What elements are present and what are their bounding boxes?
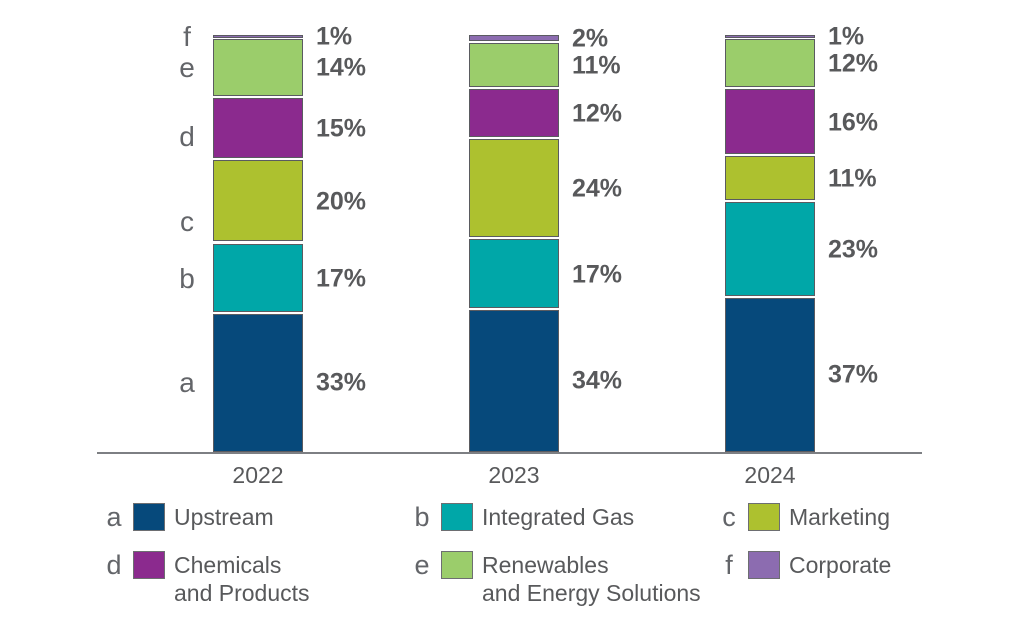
legend-item-c: c Marketing	[718, 503, 890, 531]
legend-label-c: Marketing	[789, 504, 890, 530]
series-letter-d: d	[179, 120, 195, 152]
x-tick-2024: 2024	[744, 462, 796, 488]
segment-2022-a	[213, 314, 303, 452]
legend-swatch-d	[133, 551, 165, 579]
value-label-2022-d: 15%	[316, 114, 367, 143]
legend-letter-f: f	[725, 550, 733, 580]
legend-swatch-c	[748, 503, 780, 531]
legend-label-a: Upstream	[174, 504, 274, 530]
series-letter-e: e	[179, 52, 195, 84]
segment-2022-c	[213, 160, 303, 242]
legend-label-e: Renewables and Energy Solutions	[482, 552, 701, 606]
value-label-2023-f: 2%	[572, 24, 609, 53]
segment-2022-e	[213, 39, 303, 96]
legend-label-f: Corporate	[789, 552, 892, 578]
legend-item-b: b Integrated Gas	[411, 503, 634, 531]
legend-label-b: Integrated Gas	[482, 504, 635, 530]
value-label-2024-b: 23%	[828, 235, 879, 264]
value-label-2022-c: 20%	[316, 187, 367, 216]
legend-letter-b: b	[414, 502, 430, 532]
legend-item-e: e Renewables and Energy Solutions	[411, 551, 701, 607]
series-letter-f: f	[183, 21, 191, 53]
value-label-2022-e: 14%	[316, 53, 367, 82]
legend-swatch-e	[441, 551, 473, 579]
legend-swatch-b	[441, 503, 473, 531]
legend-item-a: a Upstream	[103, 503, 274, 531]
x-tick-2023: 2023	[488, 462, 540, 488]
value-label-2024-f: 1%	[828, 22, 865, 51]
segment-2023-b	[469, 239, 559, 309]
series-letter-c: c	[180, 205, 194, 237]
legend-letter-c: c	[722, 502, 736, 532]
segment-2023-d	[469, 89, 559, 138]
segment-2024-b	[725, 201, 815, 296]
segment-2024-a	[725, 297, 815, 452]
segment-2023-f	[469, 35, 559, 42]
legend-label-d: Chemicals and Products	[174, 552, 310, 606]
series-letter-a: a	[179, 367, 195, 399]
value-label-2024-c: 11%	[828, 164, 877, 193]
value-label-2023-e: 11%	[572, 51, 621, 80]
value-label-2023-d: 12%	[572, 99, 623, 128]
value-label-2023-b: 17%	[572, 260, 623, 289]
x-tick-2022: 2022	[232, 462, 284, 488]
value-label-2024-a: 37%	[828, 360, 879, 389]
legend-letter-e: e	[414, 550, 430, 580]
legend-item-f: f Corporate	[718, 551, 891, 579]
legend-item-d: d Chemicals and Products	[103, 551, 310, 607]
segment-2023-e	[469, 43, 559, 88]
segment-2022-d	[213, 97, 303, 159]
legend-swatch-f	[748, 551, 780, 579]
segment-2024-d	[725, 89, 815, 154]
value-label-2022-a: 33%	[316, 368, 367, 397]
value-label-2023-a: 34%	[572, 366, 623, 395]
legend-letter-a: a	[106, 502, 122, 532]
segment-2024-c	[725, 155, 815, 200]
value-label-2022-b: 17%	[316, 264, 367, 293]
legend-swatch-a	[133, 503, 165, 531]
legend-letter-d: d	[106, 550, 122, 580]
segment-2022-b	[213, 243, 303, 313]
value-label-2023-c: 24%	[572, 174, 623, 203]
segment-2023-a	[469, 310, 559, 452]
x-axis-line	[97, 452, 922, 454]
segment-2024-f	[725, 35, 815, 38]
value-label-2022-f: 1%	[316, 22, 353, 51]
segment-2022-f	[213, 35, 303, 38]
segment-2023-c	[469, 139, 559, 238]
value-label-2024-d: 16%	[828, 108, 879, 137]
series-letter-b: b	[179, 262, 195, 294]
segment-2024-e	[725, 39, 815, 88]
value-label-2024-e: 12%	[828, 49, 879, 78]
